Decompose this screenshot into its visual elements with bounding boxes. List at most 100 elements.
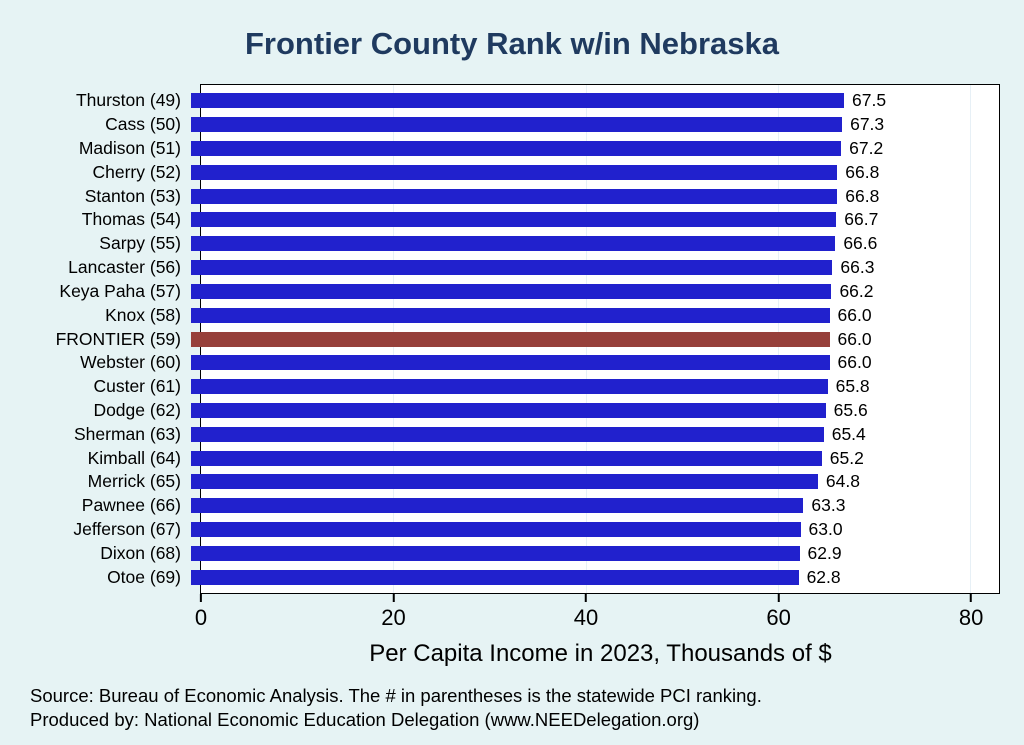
tick-mark (200, 594, 202, 602)
value-label: 65.8 (835, 376, 870, 397)
chart-row: Sherman (63) 65.4 (0, 422, 994, 446)
value-label: 66.8 (845, 161, 880, 182)
chart-row: Custer (61) 65.8 (0, 375, 994, 399)
x-axis-tick: 60 (766, 594, 791, 631)
category-label: Cass (50) (105, 114, 181, 135)
category-label: Stanton (53) (84, 185, 181, 206)
bar-track: 66.8 (191, 184, 994, 208)
bar-track: 62.9 (191, 541, 994, 565)
x-axis-tick: 0 (195, 594, 207, 631)
bar-track: 67.2 (191, 137, 994, 161)
bar (191, 545, 800, 561)
tick-label: 0 (194, 605, 208, 630)
bar (191, 569, 799, 585)
bar (191, 522, 801, 538)
bar-track: 65.8 (191, 375, 994, 399)
tick-mark (970, 594, 973, 602)
chart-row: Cass (50) 67.3 (0, 113, 994, 137)
tick-mark (392, 594, 395, 602)
chart-row: FRONTIER (59) 66.0 (0, 327, 994, 351)
chart-title: Frontier County Rank w/in Nebraska (245, 26, 779, 61)
chart-row: Otoe (69) 62.8 (0, 565, 994, 589)
bar (191, 283, 832, 299)
highlight-bar (191, 331, 830, 347)
bar-track: 67.5 (191, 89, 994, 113)
category-label: Cherry (52) (92, 161, 182, 182)
category-label: FRONTIER (59) (55, 328, 181, 349)
bar (191, 474, 818, 490)
produced-note: Produced by: National Economic Education… (30, 709, 700, 731)
value-label: 67.5 (852, 90, 887, 111)
bar-track: 65.2 (191, 446, 994, 470)
value-label: 66.2 (839, 280, 874, 301)
chart-row: Thomas (54) 66.7 (0, 208, 994, 232)
bar-track: 66.7 (191, 208, 994, 232)
bar (191, 498, 804, 514)
bar (191, 236, 836, 252)
bar-track: 66.0 (191, 351, 994, 375)
chart-row: Webster (60) 66.0 (0, 351, 994, 375)
category-label: Dixon (68) (100, 542, 181, 563)
chart-row: Thurston (49) 67.5 (0, 89, 994, 113)
bar-track: 66.0 (191, 303, 994, 327)
bar (191, 260, 833, 276)
bar-track: 67.3 (191, 113, 994, 137)
bar (191, 426, 824, 442)
chart-row: Madison (51) 67.2 (0, 137, 994, 161)
category-label: Merrick (65) (87, 471, 181, 492)
category-label: Sherman (63) (74, 423, 181, 444)
value-label: 63.0 (808, 519, 843, 540)
bar (191, 450, 822, 466)
bar-track: 66.3 (191, 256, 994, 280)
value-label: 65.2 (829, 447, 864, 468)
category-label: Webster (60) (80, 352, 181, 373)
chart-row: Keya Paha (57) 66.2 (0, 280, 994, 304)
category-label: Thomas (54) (81, 209, 181, 230)
value-label: 66.6 (843, 233, 878, 254)
chart-row: Stanton (53) 66.8 (0, 184, 994, 208)
chart-row: Knox (58) 66.0 (0, 303, 994, 327)
value-label: 62.9 (807, 542, 842, 563)
chart-row: Cherry (52) 66.8 (0, 160, 994, 184)
bar-track: 63.0 (191, 518, 994, 542)
chart-row: Pawnee (66) 63.3 (0, 494, 994, 518)
x-axis-tick: 20 (381, 594, 406, 631)
value-label: 63.3 (811, 495, 846, 516)
bar-track: 64.8 (191, 470, 994, 494)
value-label: 66.7 (844, 209, 879, 230)
chart-row: Sarpy (55) 66.6 (0, 232, 994, 256)
value-label: 67.3 (850, 114, 885, 135)
chart-row: Kimball (64) 65.2 (0, 446, 994, 470)
bar-track: 65.4 (191, 422, 994, 446)
bar (191, 141, 842, 157)
bar-track: 66.2 (191, 280, 994, 304)
tick-label: 80 (958, 605, 984, 630)
chart-rows: Thurston (49) 67.5 Cass (50) 67.3 Madison (5… (0, 89, 994, 589)
value-label: 65.4 (831, 423, 866, 444)
tick-mark (585, 594, 588, 602)
bar (191, 402, 826, 418)
category-label: Sarpy (55) (99, 233, 181, 254)
source-note: Source: Bureau of Economic Analysis. The… (30, 685, 762, 706)
category-label: Otoe (69) (107, 566, 181, 587)
value-label: 67.2 (849, 138, 884, 159)
category-label: Custer (61) (93, 376, 181, 397)
value-label: 64.8 (825, 471, 860, 492)
category-label: Keya Paha (57) (59, 280, 181, 301)
x-axis-title: Per Capita Income in 2023, Thousands of … (369, 640, 832, 667)
category-label: Madison (51) (78, 138, 181, 159)
x-axis-tick: 80 (959, 594, 983, 631)
bar (191, 93, 845, 109)
category-label: Dodge (62) (93, 399, 181, 420)
value-label: 66.0 (837, 352, 872, 373)
bar-track: 66.0 (191, 327, 994, 351)
footer: Source: Bureau of Economic Analysis. The… (30, 684, 1024, 733)
bar (191, 355, 830, 371)
chart-row: Merrick (65) 64.8 (0, 470, 994, 494)
tick-label: 40 (573, 605, 599, 630)
value-label: 66.8 (845, 185, 880, 206)
chart-row: Dodge (62) 65.6 (0, 399, 994, 423)
category-label: Thurston (49) (75, 90, 181, 111)
bar-track: 62.8 (191, 565, 994, 589)
